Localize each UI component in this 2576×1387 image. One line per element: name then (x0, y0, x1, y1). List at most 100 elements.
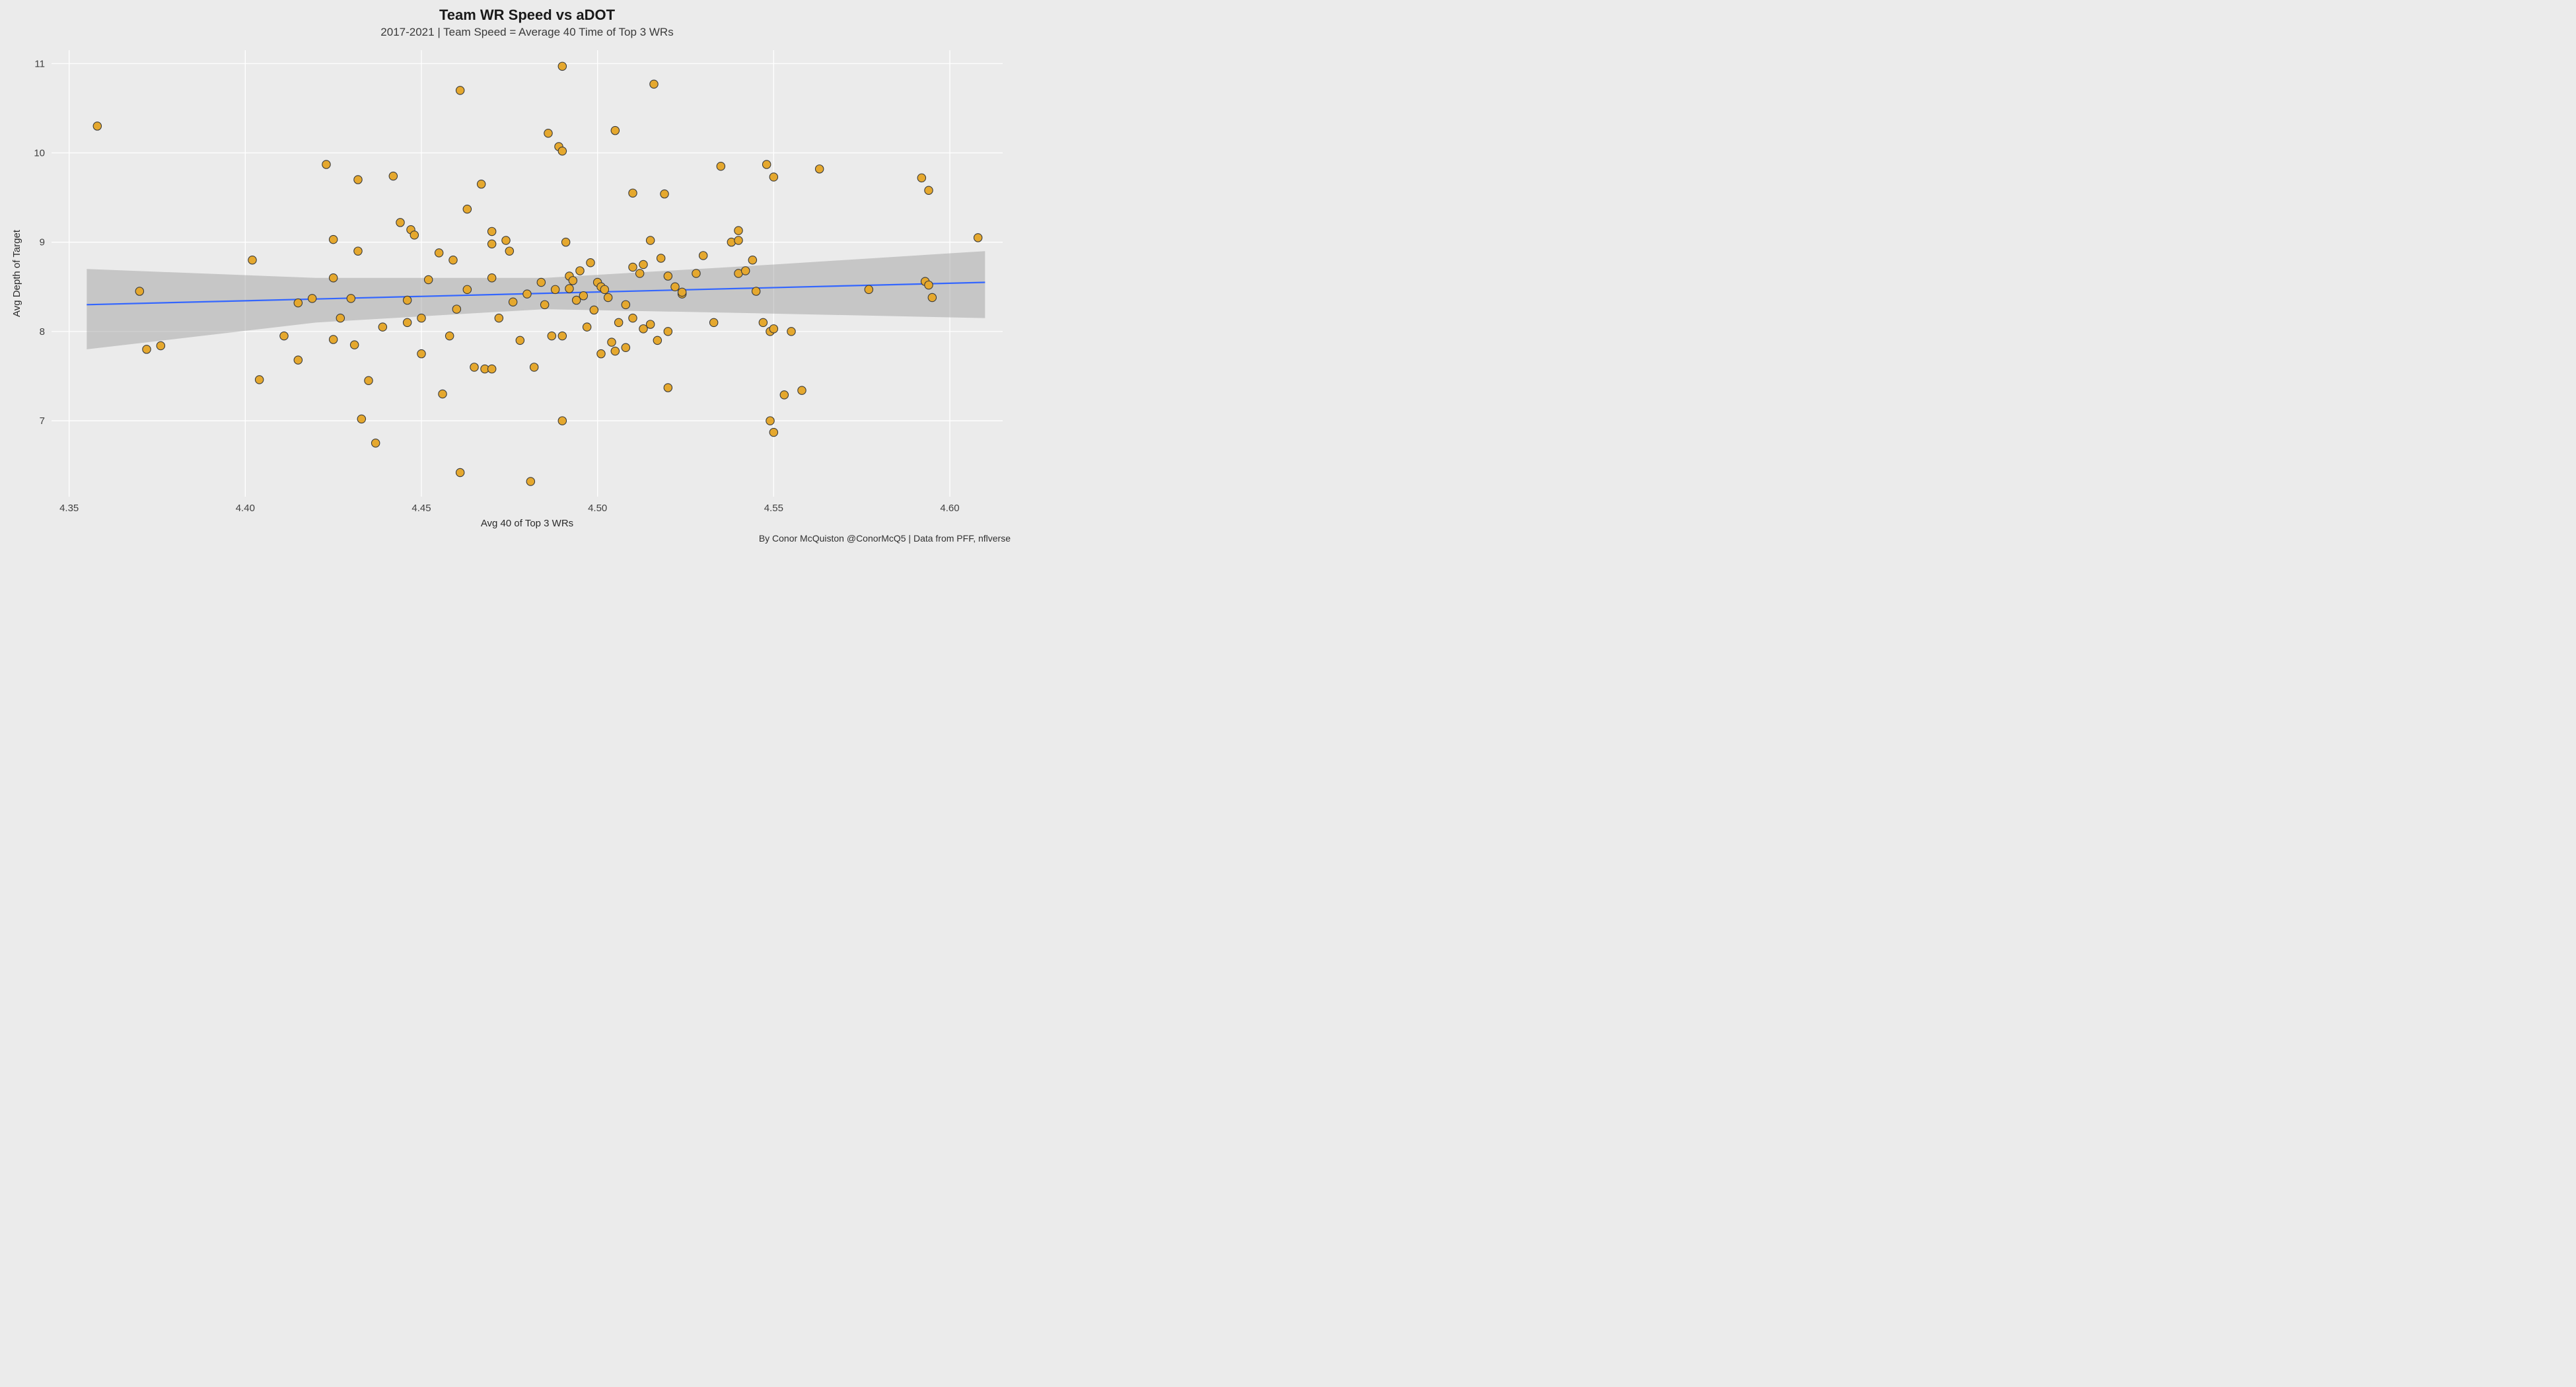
data-point (417, 314, 425, 322)
data-point (671, 283, 679, 291)
data-point (569, 277, 577, 285)
data-point (445, 332, 453, 339)
data-point (396, 219, 404, 227)
data-point (410, 231, 418, 239)
data-point (611, 126, 619, 134)
data-point (389, 172, 397, 180)
data-point (734, 227, 742, 234)
data-point (452, 305, 460, 313)
data-point (583, 323, 590, 331)
data-point (579, 292, 587, 300)
data-point (780, 391, 788, 399)
chart-title: Team WR Speed vs aDOT (439, 7, 616, 23)
x-tick-label: 4.60 (940, 503, 959, 514)
data-point (664, 328, 672, 336)
data-point (762, 160, 770, 168)
y-tick-label: 8 (40, 326, 45, 338)
data-point (692, 269, 700, 277)
data-point (495, 314, 503, 322)
data-point (456, 87, 464, 94)
data-point (439, 390, 447, 398)
data-point (403, 296, 411, 304)
data-point (135, 287, 143, 295)
data-point (664, 384, 672, 392)
data-point (417, 349, 425, 357)
data-point (917, 174, 925, 182)
data-point (925, 281, 933, 289)
x-tick-label: 4.40 (236, 503, 255, 514)
x-tick-label: 4.55 (764, 503, 783, 514)
data-point (487, 274, 495, 282)
data-point (639, 260, 647, 268)
y-tick-label: 7 (40, 415, 45, 427)
y-tick-label: 11 (34, 58, 45, 69)
data-point (629, 314, 637, 322)
data-point (597, 349, 605, 357)
data-point (502, 236, 510, 244)
data-point (294, 299, 302, 306)
data-point (653, 336, 661, 344)
data-point (523, 290, 531, 298)
data-point (354, 247, 362, 255)
data-point (622, 301, 629, 308)
data-point (815, 165, 823, 173)
data-point (622, 343, 629, 351)
data-point (678, 288, 686, 296)
data-point (769, 325, 777, 333)
data-point (477, 180, 485, 188)
data-point (280, 332, 288, 339)
data-point (463, 205, 471, 213)
data-point (558, 417, 566, 425)
data-point (548, 332, 555, 339)
data-point (540, 301, 548, 308)
data-point (572, 296, 580, 304)
data-point (157, 341, 164, 349)
data-point (354, 176, 362, 184)
x-tick-label: 4.50 (588, 503, 607, 514)
data-point (248, 256, 256, 264)
data-point (664, 272, 672, 280)
data-point (336, 314, 344, 322)
data-point (509, 298, 517, 306)
data-point (435, 249, 443, 257)
data-point (329, 336, 337, 343)
data-point (294, 356, 302, 364)
scatter-chart: 4.354.404.454.504.554.607891011Avg 40 of… (0, 0, 1015, 546)
data-point (537, 278, 545, 286)
data-point (558, 62, 566, 70)
data-point (661, 190, 668, 197)
y-axis-label: Avg Depth of Target (11, 229, 22, 317)
data-point (255, 376, 263, 384)
data-point (350, 341, 358, 349)
data-point (505, 247, 513, 255)
data-point (526, 478, 534, 485)
data-point (322, 160, 330, 168)
data-point (516, 336, 524, 344)
x-tick-label: 4.35 (59, 503, 79, 514)
data-point (329, 235, 337, 243)
data-point (650, 80, 658, 88)
data-point (93, 122, 101, 130)
data-point (787, 328, 795, 336)
data-point (470, 363, 478, 371)
data-point (357, 415, 365, 423)
data-point (590, 306, 598, 314)
data-point (561, 238, 569, 246)
data-point (928, 293, 936, 301)
data-point (449, 256, 457, 264)
data-point (565, 285, 573, 293)
data-point (925, 186, 933, 194)
data-point (629, 263, 637, 271)
data-point (530, 363, 538, 371)
data-point (487, 240, 495, 248)
data-point (347, 295, 355, 302)
data-point (741, 267, 749, 275)
data-point (639, 325, 647, 333)
data-point (329, 274, 337, 282)
data-point (752, 287, 760, 295)
data-point (587, 259, 594, 267)
chart-subtitle: 2017-2021 | Team Speed = Average 40 Time… (380, 26, 673, 38)
data-point (487, 365, 495, 373)
data-point (456, 468, 464, 476)
data-point (748, 256, 756, 264)
